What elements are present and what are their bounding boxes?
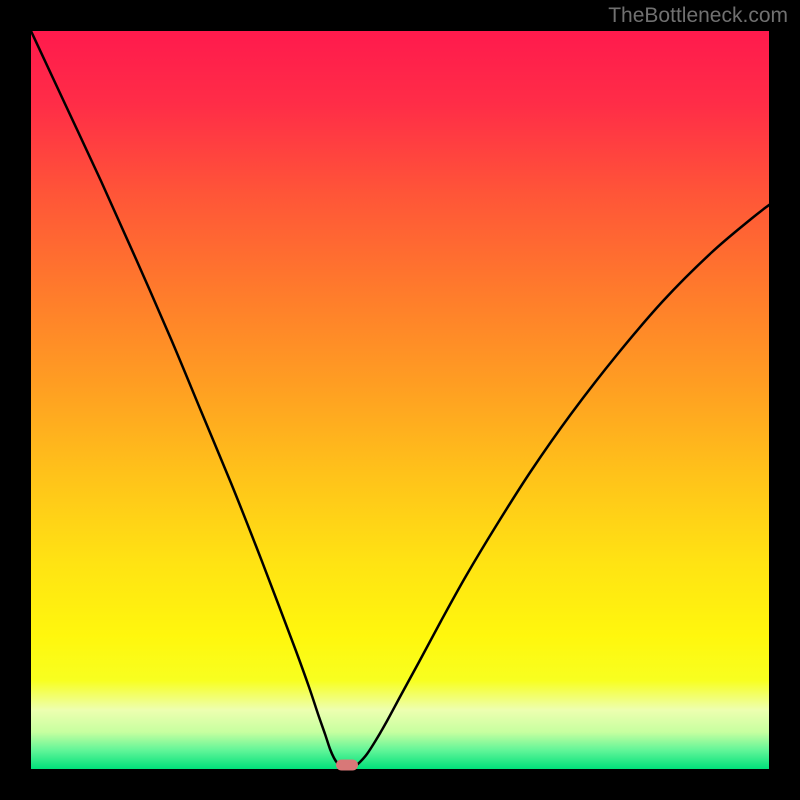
chart-container: TheBottleneck.com: [0, 0, 800, 800]
plot-area: [31, 31, 769, 769]
watermark: TheBottleneck.com: [608, 4, 788, 28]
bottleneck-curve: [31, 31, 769, 769]
optimal-marker: [336, 760, 358, 771]
